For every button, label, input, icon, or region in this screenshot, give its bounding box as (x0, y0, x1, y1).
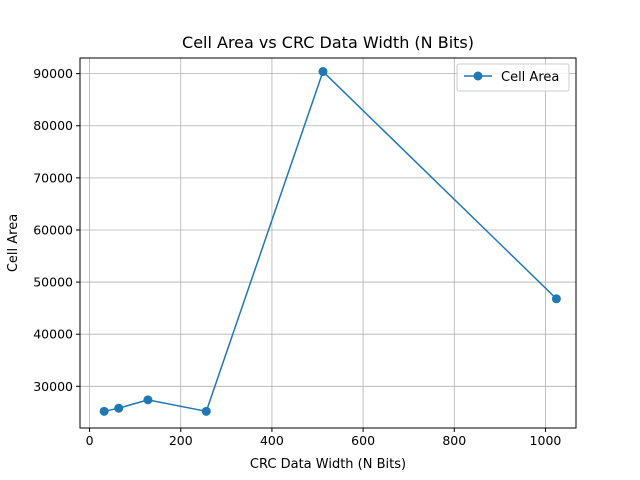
x-tick-label: 600 (351, 433, 375, 448)
y-tick-label: 70000 (33, 170, 73, 185)
legend-box (456, 63, 570, 92)
y-tick-label: 50000 (33, 275, 73, 290)
x-tick-label: 1000 (530, 433, 562, 448)
x-tick-label: 0 (86, 433, 94, 448)
y-tick-label: 40000 (33, 327, 73, 342)
data-point (551, 294, 561, 304)
y-tick-label: 80000 (33, 118, 73, 133)
legend-marker-sample (473, 71, 483, 81)
data-point (143, 395, 153, 405)
chart-title: Cell Area vs CRC Data Width (N Bits) (182, 33, 474, 52)
data-point (99, 406, 109, 416)
x-tick-label: 800 (442, 433, 466, 448)
y-tick-label: 30000 (33, 379, 73, 394)
legend-label: Cell Area (501, 70, 559, 85)
ticks: 0 200 400 600 800 1000 30000 40000 50000 60000 700… (33, 66, 561, 448)
data-point (318, 67, 328, 77)
series-layer (99, 67, 561, 416)
x-tick-label: 200 (169, 433, 193, 448)
grid (80, 58, 576, 428)
y-axis-label: Cell Area (6, 214, 21, 272)
x-axis-label: CRC Data Width (N Bits) (250, 457, 406, 472)
legend: Cell Area (456, 63, 570, 92)
y-tick-label: 60000 (33, 222, 73, 237)
y-tick-label: 90000 (33, 66, 73, 81)
plot-frame (79, 57, 577, 429)
data-point (201, 406, 211, 416)
x-tick-label: 400 (260, 433, 284, 448)
data-point (114, 403, 124, 413)
